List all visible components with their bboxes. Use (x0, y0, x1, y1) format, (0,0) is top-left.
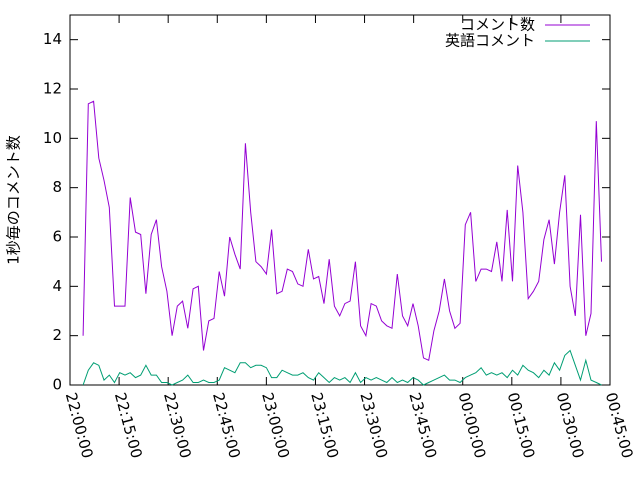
x-tick-label: 00:30:00 (553, 391, 588, 461)
plot-frame (69, 14, 611, 386)
legend-label: 英語コメント (445, 32, 535, 50)
y-tick-label: 8 (52, 178, 62, 196)
x-tick-label: 22:30:00 (160, 391, 195, 461)
y-tick-label: 10 (43, 129, 62, 147)
y-axis-label: 1秒毎のコメント数 (5, 135, 23, 265)
x-tick-label: 23:00:00 (258, 391, 293, 461)
x-tick-label: 22:00:00 (62, 391, 97, 461)
x-tick-label: 22:45:00 (209, 391, 244, 461)
y-tick-label: 2 (52, 326, 62, 344)
x-tick-label: 00:00:00 (455, 391, 490, 461)
y-tick-label: 0 (52, 376, 62, 394)
x-tick-label: 00:45:00 (602, 391, 637, 461)
x-tick-label: 22:15:00 (111, 391, 146, 461)
x-tick-label: 00:15:00 (504, 391, 539, 461)
x-tick-label: 23:15:00 (307, 391, 342, 461)
series-line (82, 100, 602, 362)
y-tick-label: 6 (52, 228, 62, 246)
y-tick-label: 14 (43, 30, 62, 48)
y-tick-label: 12 (43, 80, 62, 98)
x-tick-label: 23:30:00 (356, 391, 391, 461)
x-tick-label: 23:45:00 (405, 391, 440, 461)
y-tick-label: 4 (52, 277, 62, 295)
legend-label: コメント数 (460, 16, 535, 34)
series-line (82, 349, 602, 386)
